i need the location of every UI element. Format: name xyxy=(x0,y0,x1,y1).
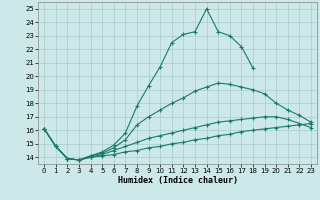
X-axis label: Humidex (Indice chaleur): Humidex (Indice chaleur) xyxy=(118,176,238,185)
